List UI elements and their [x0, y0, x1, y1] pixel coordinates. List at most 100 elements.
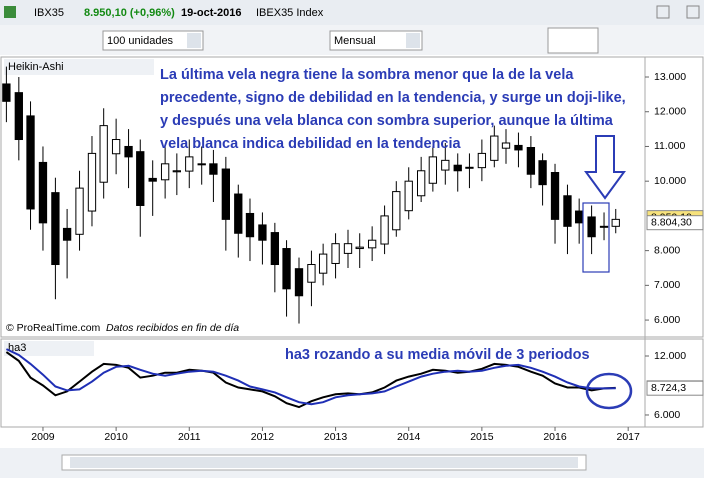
candle-body: [404, 180, 413, 212]
units-dropdown[interactable]: [102, 30, 204, 51]
candle-body: [160, 163, 170, 181]
candle-body: [185, 156, 194, 172]
y-tick-label: 10.000: [654, 175, 686, 187]
candle-body: [331, 243, 340, 264]
candle-body: [245, 212, 255, 238]
candle-body: [111, 139, 121, 155]
candle-body: [380, 215, 389, 245]
candle-body: [453, 164, 462, 172]
y-tick-label: 8.000: [654, 244, 680, 256]
candle-body: [392, 191, 401, 231]
plot: 13.000 12.000 11.000 10.000 8.000 7.000 6.000 8…: [2, 66, 704, 443]
chart-type-button[interactable]: [547, 27, 599, 54]
candle-body: [148, 177, 157, 182]
period: Mensual: [334, 35, 376, 47]
maximize-button[interactable]: [656, 5, 670, 19]
x-tick-label: 2013: [324, 431, 348, 443]
candle-body: [416, 170, 426, 197]
candle-body: [490, 135, 499, 161]
x-tick-label: 2016: [543, 431, 567, 443]
candle-body: [172, 170, 181, 173]
candle-body: [343, 243, 353, 254]
candle-body: [51, 192, 60, 266]
credit: © ProRealTime.com: [6, 322, 101, 334]
x-tick-label: 2017: [616, 431, 640, 443]
candle-body: [587, 216, 596, 238]
candle-body: [367, 239, 377, 249]
candle-body: [87, 152, 97, 212]
price-tag: [646, 215, 704, 231]
candle-body: [38, 161, 48, 224]
candle-body: [75, 187, 84, 235]
indicator-line: [5, 348, 616, 406]
candle-body: [221, 168, 231, 220]
dropdown-arrow: [187, 33, 201, 48]
x-tick-label: 2010: [104, 431, 128, 443]
candle-body: [258, 224, 267, 241]
candle-body: [124, 145, 133, 158]
price-tag-label: 8.724,3: [651, 382, 686, 394]
candle-body: [209, 163, 218, 175]
date: 19-oct-2016: [181, 7, 242, 19]
candle-body: [136, 151, 145, 206]
candle-body: [563, 195, 572, 227]
candle-body: [514, 144, 523, 151]
candle-body: [26, 115, 35, 210]
instrument-name: IBEX35 Index: [256, 7, 324, 19]
candle-body: [575, 210, 584, 224]
candle-body: [2, 83, 11, 102]
panel-title: ha3: [8, 342, 26, 354]
price: 8.950,10 (+0,96%): [84, 7, 175, 19]
y-tick-label: 12.000: [654, 350, 686, 362]
x-tick-label: 2011: [178, 431, 201, 443]
x-tick-label: 2012: [251, 431, 275, 443]
annotation: ha3 rozando a su media móvil de 3 period…: [285, 347, 590, 363]
candle-body: [282, 248, 291, 290]
title-bar: [0, 0, 704, 25]
annotation: y después una vela blanca con sombra sup…: [160, 113, 614, 129]
x-tick-label: 2014: [397, 431, 421, 443]
panel-title: Heikin-Ashi: [8, 61, 64, 73]
candle-body: [501, 142, 511, 149]
source: Datos recibidos en fin de día: [106, 322, 239, 334]
arrow-drawing: [584, 135, 626, 200]
y-tick-label: 7.000: [654, 279, 680, 291]
symbol[interactable]: IBX35: [34, 7, 64, 19]
candle-body: [318, 253, 328, 274]
candle-body: [477, 152, 487, 169]
candle-body: [14, 92, 23, 141]
app-icon: [4, 6, 16, 18]
candle-body: [441, 159, 450, 171]
annotation: precedente, signo de debilidad en la ten…: [160, 90, 626, 106]
candle-body: [599, 225, 609, 228]
candle-body: [99, 125, 108, 183]
price-panel: [0, 56, 704, 338]
candle-body: [307, 264, 316, 283]
y-tick-label: 13.000: [654, 71, 686, 83]
x-tick-label: 2009: [31, 431, 55, 443]
highlight-box: [582, 202, 610, 273]
candle-body: [197, 163, 206, 166]
candle-body: [62, 227, 72, 241]
highlight-ellipse: [585, 372, 633, 410]
candle-body: [428, 156, 438, 184]
units: 100 unidades: [107, 35, 174, 47]
panel-header: [4, 59, 154, 75]
candle-body: [294, 268, 304, 297]
y-tick-label: 11.000: [654, 140, 685, 152]
y-tick-label: 6.000: [654, 409, 680, 421]
panel-header: [4, 341, 94, 356]
candle-body: [538, 160, 547, 186]
y-tick-label: 12.000: [654, 106, 686, 118]
scroll-thumb[interactable]: [70, 457, 578, 468]
candle-body: [465, 166, 474, 169]
dropdown-arrow: [406, 33, 420, 48]
period-dropdown[interactable]: [329, 30, 423, 51]
candle-body: [550, 172, 560, 220]
close-button[interactable]: [686, 5, 700, 19]
candle-body: [355, 246, 364, 250]
annotation: La última vela negra tiene la sombra men…: [160, 67, 574, 83]
candle-body: [526, 147, 536, 175]
